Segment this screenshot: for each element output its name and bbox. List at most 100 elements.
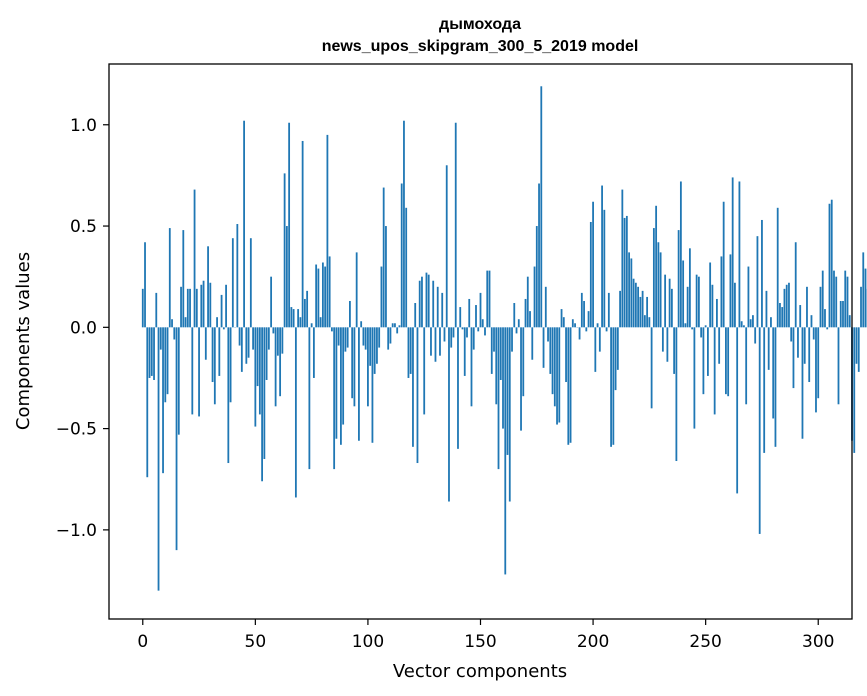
bar	[333, 327, 336, 470]
bar	[484, 327, 486, 336]
bar	[256, 327, 259, 387]
bar	[839, 300, 842, 328]
bar	[695, 274, 698, 328]
bar	[864, 268, 867, 328]
bar	[738, 181, 741, 328]
bar	[285, 226, 288, 328]
bar	[540, 86, 543, 328]
bar	[351, 327, 354, 399]
bar	[200, 284, 203, 328]
y-tick-label: 0.0	[70, 318, 97, 338]
bar	[225, 284, 227, 328]
bar	[702, 327, 705, 395]
bar	[776, 207, 779, 328]
bar	[844, 270, 847, 328]
bar	[502, 327, 504, 429]
bar	[675, 327, 678, 462]
bar	[826, 327, 829, 330]
bar	[459, 307, 462, 328]
bar	[466, 327, 468, 338]
x-axis-ticks: 0 50 100 150 200 250 300	[137, 619, 834, 652]
x-tick-label: 200	[577, 632, 609, 652]
bar	[549, 327, 552, 374]
bar	[216, 317, 218, 328]
bar	[533, 266, 536, 328]
bar	[743, 325, 745, 328]
bar	[587, 311, 590, 328]
bar	[150, 327, 153, 376]
bar	[704, 325, 707, 328]
bar	[400, 183, 403, 328]
bar	[736, 327, 739, 494]
bar	[452, 327, 455, 338]
bar	[641, 290, 644, 328]
bar	[394, 323, 396, 328]
bar	[367, 327, 369, 407]
bar	[207, 246, 209, 328]
bar	[272, 327, 275, 334]
bar	[421, 276, 423, 328]
bar	[634, 282, 637, 328]
bar	[686, 286, 689, 328]
bar	[387, 327, 390, 350]
bar	[837, 327, 840, 405]
bar	[389, 327, 392, 344]
bar	[558, 327, 561, 423]
bar	[299, 317, 302, 328]
bar	[853, 327, 856, 453]
bar	[619, 290, 621, 328]
bar	[722, 201, 725, 328]
bar	[441, 292, 444, 328]
bar	[337, 327, 340, 346]
bar	[607, 292, 610, 328]
bar	[553, 327, 556, 407]
bar	[711, 284, 714, 328]
bar	[155, 292, 158, 328]
bar	[283, 173, 286, 328]
bar	[623, 217, 626, 328]
bar	[612, 327, 615, 445]
bar	[749, 319, 752, 328]
bar	[360, 321, 363, 328]
bar	[407, 327, 410, 378]
bar	[801, 327, 804, 439]
bar	[328, 256, 331, 328]
bar	[774, 327, 777, 447]
bar	[788, 282, 790, 328]
bar	[630, 258, 633, 328]
bar	[670, 288, 673, 328]
bar	[173, 327, 176, 340]
bar	[828, 203, 831, 328]
chart-title-line-1: дымохода	[439, 16, 521, 33]
bar	[594, 327, 597, 372]
bar	[340, 327, 342, 445]
bar	[463, 327, 466, 376]
bar	[688, 248, 691, 328]
bar	[574, 323, 576, 328]
bar	[698, 276, 700, 328]
bar	[312, 327, 315, 378]
bar	[164, 327, 167, 403]
bar	[344, 327, 347, 352]
bar	[585, 327, 588, 332]
bar	[605, 327, 608, 332]
bar	[761, 219, 763, 328]
bar	[448, 327, 450, 502]
bar	[598, 327, 601, 352]
bar	[416, 327, 419, 464]
bar	[490, 327, 493, 374]
bar	[398, 325, 401, 328]
bar	[860, 286, 862, 328]
bar	[227, 327, 230, 464]
bar	[403, 120, 405, 328]
bar	[808, 327, 811, 383]
bar	[191, 327, 194, 415]
bar	[439, 327, 441, 356]
bar	[308, 327, 311, 470]
bar	[204, 327, 207, 360]
bar	[614, 327, 617, 391]
bar	[754, 327, 757, 344]
bar	[443, 327, 446, 342]
bar	[470, 327, 473, 407]
bar	[434, 327, 437, 362]
